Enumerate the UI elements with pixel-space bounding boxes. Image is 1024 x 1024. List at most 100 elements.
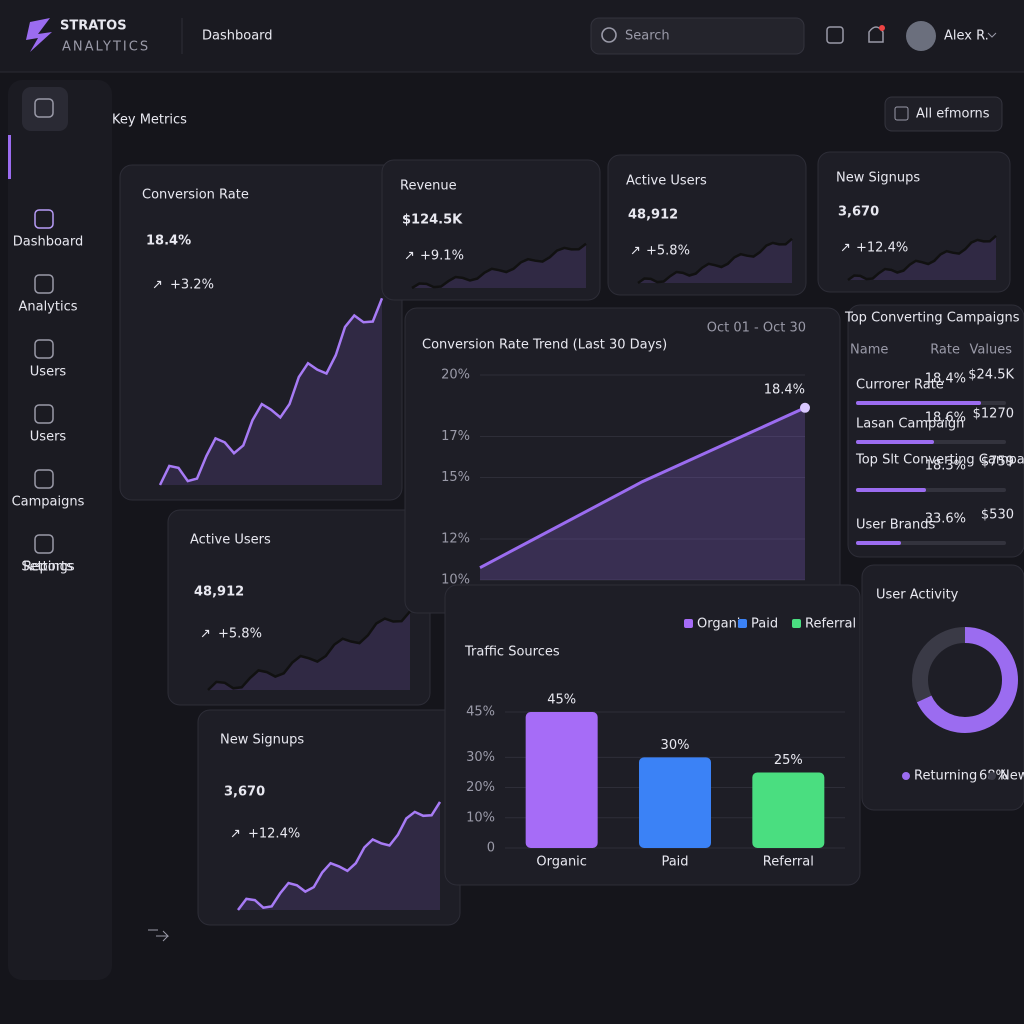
- campaign-name: Top Slt Converting Campaigns: [855, 453, 1024, 468]
- card-change: +5.8%: [646, 244, 690, 259]
- user-name[interactable]: Alex R.: [944, 29, 989, 44]
- campaign-value: $530: [981, 508, 1014, 523]
- annotation: 18.4%: [764, 382, 805, 397]
- x-tick-label: Referral: [763, 855, 814, 870]
- page-title: Key Metrics: [112, 113, 187, 128]
- sparkline: [237, 801, 442, 911]
- nav-icon[interactable]: [34, 98, 54, 118]
- card-value: $124.5K: [402, 213, 463, 228]
- legend-swatch: [792, 619, 801, 628]
- card-change: +12.4%: [856, 241, 908, 256]
- brand-sub: ANALYTICS: [62, 40, 150, 55]
- header-title: Dashboard: [202, 29, 273, 44]
- nav-icon[interactable]: [34, 534, 54, 554]
- nav-label[interactable]: Users: [30, 365, 67, 380]
- progress-fill: [856, 541, 901, 545]
- notification-icon[interactable]: [868, 26, 884, 43]
- card-value: 3,670: [838, 205, 879, 220]
- trend-arrow: ↗: [404, 249, 415, 264]
- table-header: Rate: [930, 343, 960, 358]
- progress-fill: [856, 440, 934, 444]
- search-placeholder: Search: [625, 29, 670, 44]
- nav-icon[interactable]: [34, 339, 54, 359]
- card-change: +3.2%: [170, 278, 214, 293]
- campaign-value: $1270: [973, 407, 1014, 422]
- trend-arrow: ↗: [230, 827, 241, 842]
- x-tick-label: Organic: [536, 855, 587, 870]
- filter-button[interactable]: [884, 96, 1003, 132]
- card-label: Conversion Rate: [142, 188, 249, 203]
- y-tick-label: 10%: [441, 573, 470, 588]
- campaign-rate: 18.4%: [925, 372, 966, 387]
- legend-label: Organic: [697, 617, 748, 632]
- nav-indicator: [8, 135, 11, 179]
- nav-label[interactable]: Settings: [21, 560, 75, 575]
- line-area: [480, 407, 805, 580]
- campaign-rate: 18.6%: [925, 411, 966, 426]
- notification-dot: [879, 25, 885, 31]
- chart-title: User Activity: [876, 588, 959, 603]
- card-change: +9.1%: [420, 249, 464, 264]
- bar-label: 25%: [774, 753, 803, 768]
- card: [607, 154, 807, 296]
- avatar[interactable]: [906, 21, 936, 51]
- sparkline-area: [208, 611, 410, 690]
- end-point: [800, 402, 810, 413]
- search-icon: [601, 27, 617, 43]
- top-bar: [0, 0, 1024, 72]
- table-header: Name: [850, 343, 888, 358]
- campaign-rate: 33.6%: [925, 512, 966, 527]
- campaign-name: Currorer Rate: [856, 378, 944, 393]
- nav-label[interactable]: Reports: [23, 560, 73, 575]
- sparkline: [411, 242, 587, 290]
- campaign-value: $759: [981, 455, 1014, 470]
- nav-icon[interactable]: [34, 209, 54, 229]
- legend-label: New: [1000, 769, 1024, 784]
- y-tick-label: 0: [487, 841, 495, 856]
- nav-label[interactable]: Dashboard: [13, 235, 84, 250]
- sparkline: [637, 237, 793, 285]
- nav-icon[interactable]: [34, 274, 54, 294]
- logout-icon[interactable]: [148, 929, 170, 942]
- y-tick-label: 15%: [441, 470, 470, 485]
- y-tick-label: 20%: [441, 368, 470, 383]
- brand-name: STRATOS: [60, 19, 127, 34]
- sparkline: [847, 234, 997, 282]
- line: [479, 406, 806, 570]
- y-tick-label: 45%: [466, 705, 495, 720]
- calendar-icon: [894, 106, 909, 121]
- y-tick-label: 30%: [466, 750, 495, 765]
- trend-arrow: ↗: [152, 278, 163, 293]
- bar-label: 30%: [661, 738, 690, 753]
- donut-segment: [912, 627, 1018, 733]
- card: [381, 159, 601, 301]
- table-title: Top Converting Campaigns: [844, 311, 1020, 326]
- filter-label[interactable]: All efmorns: [916, 107, 990, 122]
- campaign-name: User Brands: [856, 518, 935, 533]
- bar: [525, 712, 598, 848]
- sparkline-area: [160, 298, 382, 485]
- nav-label[interactable]: Users: [30, 430, 67, 445]
- chart-title: Conversion Rate Trend (Last 30 Days): [422, 338, 667, 353]
- y-tick-label: 17%: [441, 429, 470, 444]
- nav-icon[interactable]: [34, 404, 54, 424]
- nav-label[interactable]: Campaigns: [12, 495, 85, 510]
- table-header: Values: [970, 343, 1013, 358]
- legend-dot: [988, 772, 996, 780]
- trend-arrow: ↗: [840, 241, 851, 256]
- search-box[interactable]: [590, 17, 805, 55]
- sparkline-area: [638, 238, 792, 283]
- nav-label[interactable]: Analytics: [18, 300, 77, 315]
- chart-title: Traffic Sources: [464, 645, 560, 660]
- legend-label: Paid: [751, 617, 778, 632]
- nav-icon[interactable]: [34, 469, 54, 489]
- messages-icon[interactable]: [826, 26, 844, 44]
- sparkline: [207, 610, 411, 691]
- trend-arrow: ↗: [630, 244, 641, 259]
- card-label: New Signups: [836, 171, 920, 186]
- campaign-value: $24.5K: [968, 368, 1014, 383]
- card-label: New Signups: [220, 733, 304, 748]
- card: [847, 304, 1024, 558]
